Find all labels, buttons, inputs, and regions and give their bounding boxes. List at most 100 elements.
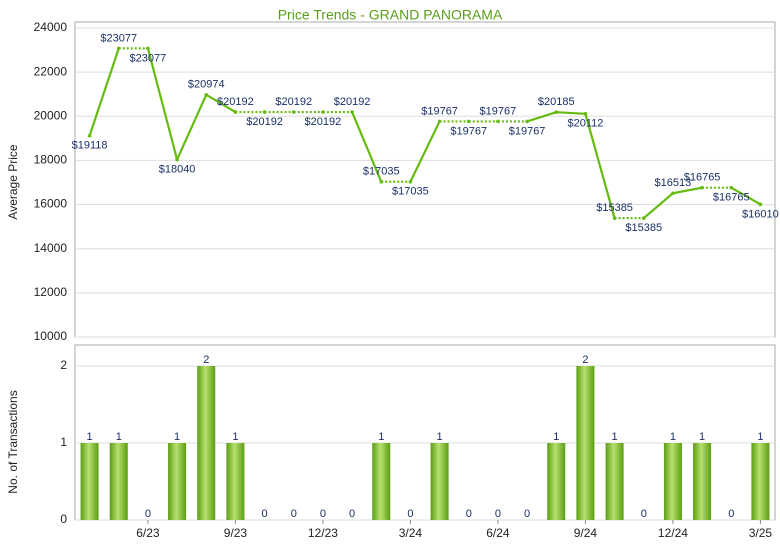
data-label: 1 [553, 431, 559, 443]
bar [372, 443, 391, 520]
data-label: $16010 [742, 208, 779, 220]
data-label: $15385 [596, 202, 633, 214]
x-tick-label: 6/24 [486, 526, 510, 540]
data-label: $19767 [509, 125, 546, 137]
y-tick-label: 2 [60, 358, 67, 372]
y-tick-label: 16000 [34, 197, 68, 211]
y-tick-label: 12000 [34, 285, 68, 299]
data-label: 1 [612, 431, 618, 443]
x-tick-label: 3/25 [749, 526, 773, 540]
y-tick-label: 14000 [34, 241, 68, 255]
bar [109, 443, 128, 520]
data-label: $19118 [72, 140, 108, 152]
point [496, 119, 500, 124]
data-label: 1 [174, 431, 180, 443]
data-label: $17035 [392, 186, 429, 198]
x-tick-label: 9/23 [224, 526, 248, 540]
line-segment [351, 111, 383, 183]
bar [168, 443, 187, 520]
chart-title: Price Trends - GRAND PANORAMA [278, 7, 503, 23]
point [700, 185, 704, 190]
data-label: $20192 [334, 96, 371, 108]
bar [605, 443, 624, 520]
point [612, 216, 617, 220]
point [379, 179, 384, 184]
line-segment [584, 113, 616, 219]
data-label: $20192 [305, 116, 342, 128]
point [641, 216, 646, 220]
point [87, 133, 92, 138]
data-label: 0 [407, 508, 413, 520]
bar [576, 366, 595, 520]
data-label: $17035 [363, 166, 400, 178]
x-tick-label: 12/23 [308, 526, 338, 540]
data-label: 0 [320, 508, 326, 520]
point [350, 110, 354, 114]
point [116, 46, 121, 51]
data-label: $20192 [275, 96, 312, 108]
point [408, 179, 413, 184]
point [291, 110, 296, 114]
point [233, 110, 238, 114]
line-segment [526, 111, 557, 123]
data-label: 0 [728, 508, 734, 520]
y-tick-label: 10000 [34, 329, 68, 343]
x-tick-label: 3/24 [399, 526, 423, 540]
data-label: $16765 [713, 192, 750, 204]
line-segment [88, 48, 120, 137]
data-label: $23077 [100, 32, 137, 44]
bar [226, 443, 245, 520]
point [321, 110, 325, 114]
data-label: 2 [582, 354, 588, 366]
line-segment [556, 111, 586, 115]
line-segment [672, 186, 703, 195]
point [262, 110, 267, 114]
point [583, 112, 588, 116]
data-label: 1 [232, 431, 238, 443]
line-segment [409, 120, 441, 183]
y-tick-label: 22000 [34, 64, 68, 78]
data-label: 1 [87, 431, 93, 443]
data-label: $20192 [246, 116, 283, 128]
point [671, 191, 675, 196]
data-label: $19767 [480, 105, 517, 117]
bar [663, 443, 682, 520]
bar [693, 443, 712, 520]
data-label: $16765 [684, 172, 721, 184]
line-segment [205, 93, 236, 113]
y-tick-label: 18000 [34, 153, 68, 167]
y-tick-label: 24000 [34, 20, 68, 34]
data-label: 1 [670, 431, 676, 443]
data-label: $19767 [421, 105, 458, 117]
data-label: $20112 [567, 118, 603, 130]
x-tick-label: 12/24 [658, 526, 688, 540]
line-segment [730, 186, 761, 206]
y-tick-label: 1 [60, 435, 67, 449]
bar [751, 443, 770, 520]
data-label: 0 [291, 508, 297, 520]
data-label: 0 [524, 508, 530, 520]
data-label: 1 [378, 431, 384, 443]
bar [197, 366, 216, 520]
bar [430, 443, 449, 520]
y-axis-label: Average Price [6, 144, 20, 219]
data-label: 2 [203, 354, 209, 366]
data-label: 1 [437, 431, 443, 443]
point [758, 202, 763, 207]
y-tick-label: 20000 [34, 108, 68, 122]
data-label: $23077 [130, 52, 167, 64]
data-label: $20185 [538, 96, 575, 108]
y-axis-label: No. of Transactions [6, 390, 20, 493]
line-segment [176, 94, 208, 160]
data-label: 0 [466, 508, 472, 520]
x-tick-label: 6/23 [136, 526, 160, 540]
line-segment [643, 192, 674, 219]
data-label: $16513 [655, 177, 692, 189]
point [175, 157, 179, 162]
point [729, 185, 734, 190]
data-label: $19767 [450, 125, 487, 137]
data-label: 0 [495, 508, 501, 520]
point [204, 92, 209, 97]
point [437, 119, 442, 124]
